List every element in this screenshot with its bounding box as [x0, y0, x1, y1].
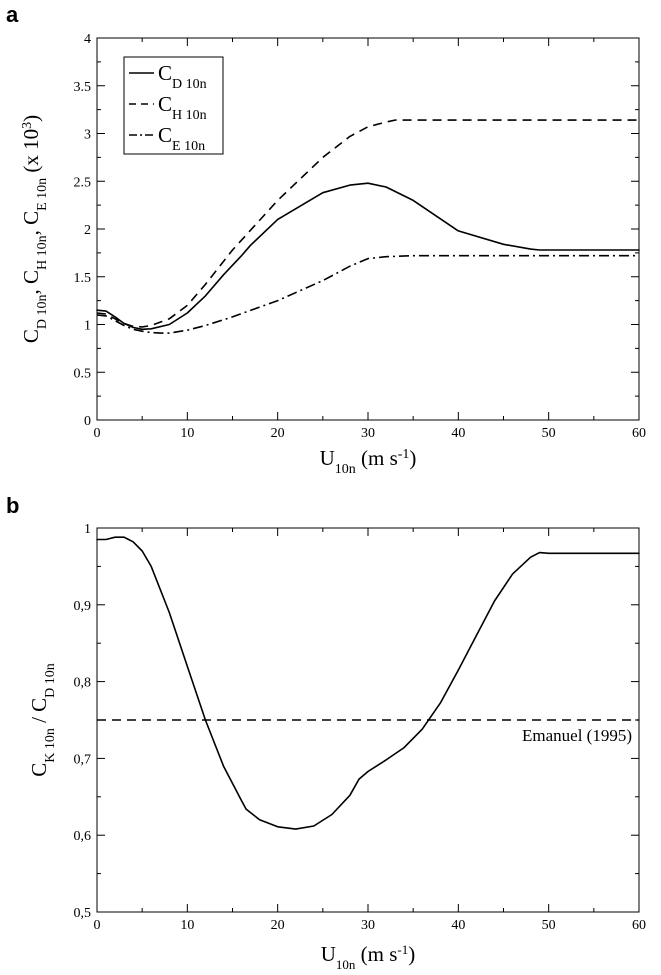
panel-a-xlabel: U10n (m s-1): [320, 446, 417, 477]
panel-a-ylabel: CD 10n, CH 10n, CE 10n (x 103): [19, 115, 50, 343]
panel-a-letter: a: [6, 2, 19, 27]
y-tick-label-b-2: 0,7: [74, 752, 92, 767]
panel-b-xlabel: U10n (m s-1): [321, 942, 416, 972]
panel-b-ylabel: CK 10n / CD 10n: [27, 663, 58, 777]
legend-label-cd: CD 10n: [158, 61, 207, 92]
x-tick-label-b-4: 40: [451, 918, 465, 933]
y-tick-label-a-8: 4: [84, 32, 91, 47]
series-line-b-ck-10n-cd-10n: [96, 536, 640, 830]
y-tick-label-b-5: 1: [84, 522, 91, 537]
series-line-a-cd-10n: [96, 182, 640, 331]
panel-a: a 0 10 20 30 40 50 60 0 0.5 1 1.5 2 2.5 3 3.5 4 CD 10n,…: [6, 2, 646, 477]
panel-a-legend: CD 10n CH 10n CE 10n: [123, 56, 224, 155]
panel-a-ticks: 0 10 20 30 40 50 60 0 0.5 1 1.5 2 2.5 3 3.5 4: [74, 32, 647, 441]
x-tick-label-a-0: 0: [94, 426, 101, 441]
x-tick-label-a-1: 10: [180, 426, 194, 441]
y-tick-label-a-3: 1.5: [74, 271, 92, 286]
panel-b-annotation: Emanuel (1995): [522, 726, 632, 745]
x-tick-label-b-0: 0: [94, 918, 101, 933]
legend-label-ch: CH 10n: [158, 92, 207, 123]
x-tick-label-a-6: 60: [632, 426, 646, 441]
x-tick-label-b-5: 50: [542, 918, 556, 933]
y-tick-label-a-2: 1: [84, 319, 91, 334]
x-tick-label-a-5: 50: [542, 426, 556, 441]
y-tick-label-a-0: 0: [84, 414, 91, 429]
panel-b-letter: b: [6, 493, 19, 518]
y-tick-label-a-7: 3.5: [74, 80, 92, 95]
legend-label-ce: CE 10n: [158, 123, 205, 154]
x-tick-label-a-3: 30: [361, 426, 375, 441]
panel-a-series: [96, 119, 640, 334]
panel-b-series: [96, 536, 640, 830]
x-tick-label-b-2: 20: [271, 918, 285, 933]
x-tick-label-b-3: 30: [361, 918, 375, 933]
x-tick-label-b-6: 60: [632, 918, 646, 933]
y-tick-label-a-1: 0.5: [74, 366, 92, 381]
panel-b-ticks: 0 10 20 30 40 50 60 0,5 0,6 0,7 0,8 0,9 1: [74, 522, 647, 933]
x-tick-label-a-2: 20: [271, 426, 285, 441]
x-tick-label-a-4: 40: [451, 426, 465, 441]
y-tick-label-a-4: 2: [84, 223, 91, 238]
x-tick-label-b-1: 10: [180, 918, 194, 933]
series-line-a-ce-10n: [96, 254, 639, 334]
y-tick-label-a-6: 3: [84, 128, 91, 143]
y-tick-label-a-5: 2.5: [74, 175, 92, 190]
panel-b: b 0 10 20 30 40 50 60 0,5 0,6 0,7 0,8 0,9 1 Emanuel …: [6, 493, 646, 972]
y-tick-label-b-3: 0,8: [74, 676, 92, 691]
y-tick-label-b-0: 0,5: [74, 906, 92, 921]
y-tick-label-b-4: 0,9: [74, 599, 92, 614]
series-line-a-ch-10n: [96, 119, 639, 328]
y-tick-label-b-1: 0,6: [74, 829, 92, 844]
